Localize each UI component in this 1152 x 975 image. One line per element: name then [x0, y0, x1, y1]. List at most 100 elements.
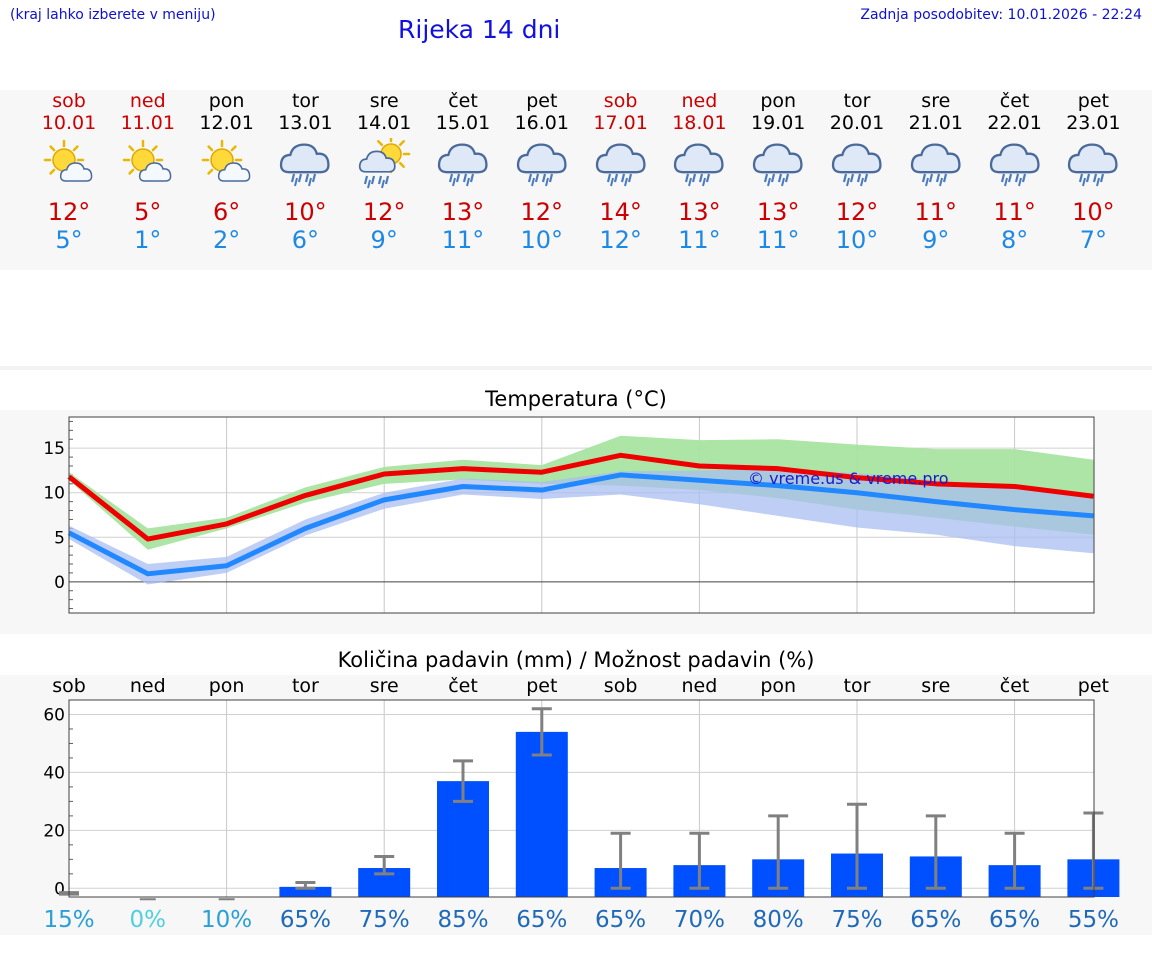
min-temperature: 11°	[756, 226, 800, 254]
day-name: ned	[129, 90, 166, 112]
precipitation-chart: sob ned pon tor sre čet pet sob ned pon tor sre čet p…	[43, 675, 1120, 933]
day-column: tor 20.01 12° 10°	[817, 90, 897, 260]
day-column: sre 21.01 11° 9°	[896, 90, 976, 260]
y-tick-label: 0	[54, 573, 65, 593]
min-temperature: 8°	[1000, 226, 1029, 254]
daily-forecast-strip: sob 10.01 12° 5° ned 11.01 5° 1° pon 12.01 6° 2° tor…	[0, 90, 1152, 270]
precipitation-probability: 10%	[201, 907, 252, 933]
cloud-rain-icon	[672, 138, 726, 192]
sun-cloud-icon	[200, 138, 254, 192]
day-column: pon 19.01 13° 11°	[738, 90, 818, 260]
weekday-label: ned	[682, 675, 718, 697]
y-tick-label: 20	[43, 821, 65, 841]
min-temperature: 10°	[835, 226, 879, 254]
day-name: tor	[291, 90, 319, 112]
min-temperature: 12°	[599, 226, 642, 254]
day-date: 21.01	[908, 112, 963, 134]
min-temperature-line	[67, 472, 1094, 577]
precipitation-probability: 55%	[1068, 907, 1119, 933]
day-date: 20.01	[829, 112, 885, 134]
sun-cloud-icon	[42, 138, 96, 192]
day-name: tor	[843, 90, 871, 112]
cloud-rain-icon	[515, 138, 569, 192]
max-temperature: 10°	[284, 198, 327, 226]
y-tick-label: 10	[43, 484, 65, 504]
precipitation-bar	[279, 886, 332, 897]
sun-cloud-rain-icon	[357, 134, 411, 192]
plot-border	[68, 699, 1095, 898]
day-column: sre 14.01 12° 9°	[344, 90, 424, 260]
day-name: sob	[603, 90, 638, 112]
watermark: © vreme.us & vreme.pro	[748, 469, 949, 488]
max-temperature: 6°	[212, 198, 241, 226]
weekday-label: tor	[292, 675, 319, 697]
precipitation-probability: 0%	[130, 907, 167, 933]
weekday-label: pet	[1078, 675, 1109, 697]
day-name: ned	[681, 90, 718, 112]
min-temperature: 6°	[291, 226, 320, 254]
day-name: pon	[760, 90, 797, 112]
y-tick-label: 60	[43, 705, 65, 725]
cloud-rain-icon	[988, 138, 1042, 192]
day-date: 19.01	[750, 112, 806, 134]
day-date: 15.01	[435, 112, 491, 134]
max-temperature: 5°	[134, 198, 162, 226]
max-temperature-band	[69, 435, 1094, 550]
max-temperature: 13°	[678, 198, 721, 226]
day-column: pet 16.01 12° 10°	[502, 90, 582, 260]
cloud-rain-icon	[278, 138, 332, 192]
max-temperature: 11°	[914, 198, 958, 226]
max-temperature: 13°	[441, 198, 485, 226]
day-date: 17.01	[593, 112, 648, 134]
weekday-label: pon	[209, 675, 245, 697]
day-name: sob	[52, 90, 86, 112]
precipitation-probability: 75%	[831, 907, 882, 933]
sun-cloud-icon	[121, 138, 175, 192]
day-column: čet 22.01 11° 8°	[975, 90, 1055, 260]
min-temperature: 9°	[370, 226, 398, 254]
day-column: sob 17.01 14° 12°	[581, 90, 661, 260]
precipitation-probability: 85%	[437, 907, 488, 933]
weekday-label: pon	[760, 675, 796, 697]
day-name: pon	[208, 90, 245, 112]
min-temperature-band	[69, 468, 1094, 585]
precipitation-probability: 70%	[674, 907, 725, 933]
day-name: čet	[999, 90, 1030, 112]
day-column: ned 18.01 13° 11°	[659, 90, 739, 260]
min-temperature: 1°	[134, 226, 162, 254]
max-temperature: 13°	[756, 198, 800, 226]
day-column: ned 11.01 5° 1°	[108, 90, 188, 260]
precipitation-bar	[515, 731, 568, 897]
temperature-chart-title: Temperatura (°C)	[485, 387, 667, 411]
day-column: sob 10.01 12° 5°	[29, 90, 109, 260]
weekday-label: sre	[921, 675, 950, 697]
cloud-rain-icon	[909, 138, 963, 192]
cloud-rain-icon	[751, 138, 805, 192]
min-temperature: 10°	[520, 226, 564, 254]
day-name: pet	[526, 90, 558, 112]
weekday-label: sob	[52, 675, 86, 697]
min-temperature: 2°	[212, 226, 241, 254]
max-temperature-line	[67, 452, 1094, 542]
precipitation-probability: 65%	[595, 907, 646, 933]
day-date: 12.01	[199, 112, 254, 134]
day-date: 18.01	[672, 112, 727, 134]
day-column: pet 23.01 10° 7°	[1053, 90, 1133, 260]
max-temperature: 11°	[993, 198, 1036, 226]
cloud-rain-icon	[1066, 138, 1120, 192]
last-update: Zadnja posodobitev: 10.01.2026 - 22:24	[860, 7, 1142, 23]
weekday-label: sob	[604, 675, 638, 697]
cloud-rain-icon	[594, 138, 648, 192]
max-temperature: 12°	[362, 198, 406, 226]
precipitation-probability: 75%	[359, 907, 410, 933]
day-date: 14.01	[356, 112, 412, 134]
precipitation-probability: 80%	[753, 907, 804, 933]
precipitation-probability: 65%	[989, 907, 1040, 933]
weekday-label: ned	[130, 675, 166, 697]
y-tick-label: 15	[43, 439, 65, 459]
weekday-label: čet	[1000, 675, 1030, 697]
weekday-label: pet	[526, 675, 557, 697]
precipitation-chart-title: Količina padavin (mm) / Možnost padavin …	[337, 648, 815, 672]
min-temperature: 11°	[441, 226, 485, 254]
max-temperature: 12°	[520, 198, 564, 226]
